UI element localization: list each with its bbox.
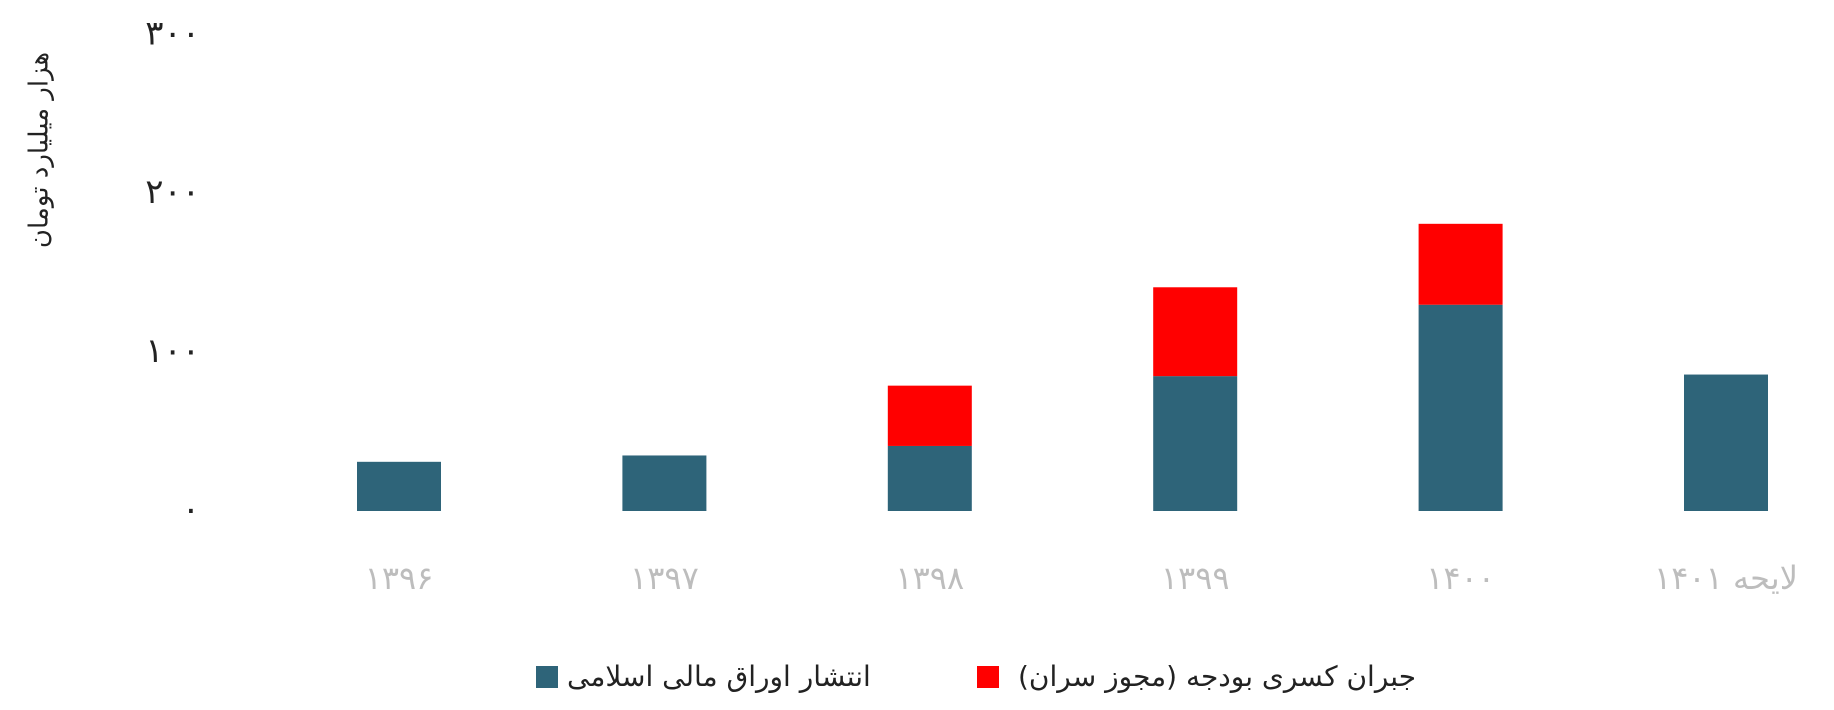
x-tick-label: ۱۳۹۸ bbox=[895, 559, 964, 597]
x-tick-label: ۱۴۰۰ bbox=[1426, 559, 1495, 597]
bar-segment bbox=[887, 445, 972, 511]
x-tick-label: لایحه ۱۴۰۱ bbox=[1654, 559, 1798, 597]
y-tick-label: ۱۰۰ bbox=[145, 331, 200, 371]
bar-segment bbox=[357, 461, 441, 511]
y-tick-label: ۰ bbox=[182, 490, 200, 530]
y-tick-label: ۲۰۰ bbox=[145, 172, 200, 212]
x-tick-label: ۱۳۹۷ bbox=[630, 559, 699, 597]
legend-label: انتشار اوراق مالی اسلامی bbox=[567, 660, 871, 693]
y-tick-label: ۳۰۰ bbox=[145, 14, 200, 54]
bar-segment bbox=[1153, 376, 1238, 511]
legend-label: جبران کسری بودجه (مجوز سران) bbox=[1018, 660, 1416, 693]
legend-swatch bbox=[977, 666, 999, 688]
bar-segment bbox=[1684, 374, 1768, 511]
bar-segment bbox=[622, 455, 707, 511]
bar-segment bbox=[1418, 223, 1503, 305]
bar-segment bbox=[1153, 287, 1238, 377]
x-tick-label: ۱۳۹۹ bbox=[1161, 559, 1230, 597]
x-tick-label: ۱۳۹۶ bbox=[365, 559, 434, 597]
y-axis-label: هزار میلیارد تومان bbox=[25, 52, 55, 248]
bar-segment bbox=[1418, 304, 1503, 511]
legend-swatch bbox=[536, 666, 558, 688]
bar-segment bbox=[887, 385, 972, 446]
